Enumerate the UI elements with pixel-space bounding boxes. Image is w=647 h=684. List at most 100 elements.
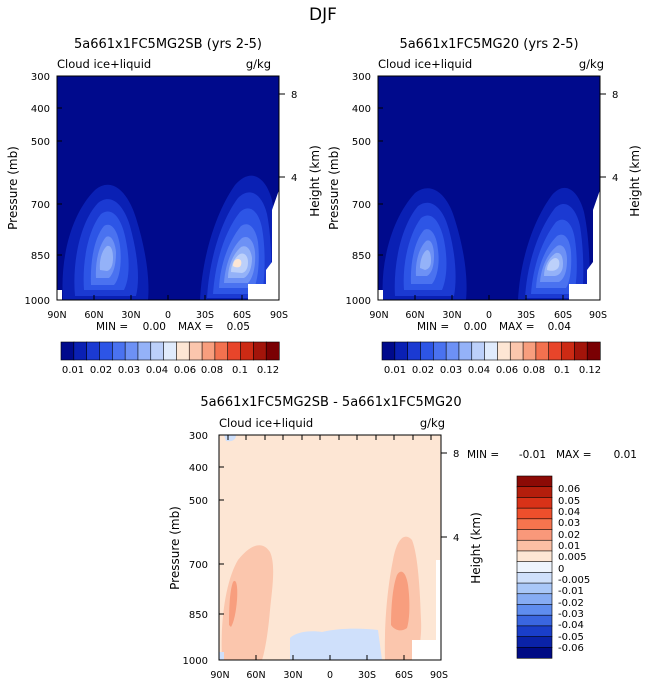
panel-3-height-tick: 4 [453,533,459,544]
colorbar-swatch [497,341,511,361]
colorbar-swatch [60,341,75,361]
panel-3-colorbar-label: -0.03 [558,609,584,620]
panel-1-x-tick: 90N [47,310,66,321]
figure-title: DJF [309,5,337,25]
panel-1-colorbar-label: 0.08 [201,365,223,376]
colorbar-swatch [163,341,178,361]
panel-3-field [219,435,441,660]
panel-1-colorbar-label: 0.1 [232,365,248,376]
panel-1-colorbar-label: 0.01 [62,365,84,376]
panel-2-y-tick-marks [378,75,383,256]
panel-2: 5a661x1FC5MG20 (yrs 2-5) Cloud ice+liqui… [327,37,642,376]
panel-1-north-edge-mask [57,290,62,300]
panel-1-right-tick-marks [279,93,285,178]
panel-3-colorbar-label: 0.005 [558,552,587,563]
colorbar-swatch [516,625,553,638]
panel-3-top-negative-spot [224,435,236,442]
panel-3-colorbar-label: 0.05 [558,496,580,507]
panel-2-southern-maximum [518,187,590,300]
panel-1-southern-maximum [200,175,279,300]
panel-3-x-tick: 30S [358,670,376,681]
colorbar-swatch [99,341,113,361]
panel-3-title: 5a661x1FC5MG2SB - 5a661x1FC5MG20 [200,395,461,410]
panel-2-x-tick: 90N [369,310,388,321]
panel-3-max-value: 0.01 [614,449,637,461]
colorbar-swatch [516,604,553,616]
panel-2-height-tick: 4 [612,173,618,184]
colorbar-swatch [253,341,267,361]
panel-1-y-tick: 850 [31,251,50,262]
panel-2-colorbar-label: 0.01 [384,365,406,376]
colorbar-swatch [432,341,447,361]
panel-3-y-tick: 400 [189,463,208,474]
panel-1-min-label: MIN = [96,321,128,333]
panel-1-x-tick: 30N [121,310,140,321]
colorbar-swatch [394,341,409,361]
panel-2-colorbar-label: 0.06 [496,365,518,376]
panel-1-colorbar-swatches [60,341,280,361]
colorbar-swatch [137,341,152,361]
colorbar-swatch [458,341,473,361]
colorbar-swatch [516,636,553,648]
panel-2-y-tick: 850 [352,251,371,262]
colorbar-swatch [471,341,486,361]
panel-2-colorbar-swatches [381,341,601,361]
panel-2-colorbar-label: 0.1 [554,365,570,376]
panel-1-topography-mask [248,190,279,300]
colorbar-swatch [150,341,165,361]
panel-1-colorbar-label: 0.03 [118,365,140,376]
panel-2-title: 5a661x1FC5MG20 (yrs 2-5) [399,37,578,52]
panel-2-colorbar-label: 0.08 [523,365,545,376]
panel-3-y-tick: 850 [189,610,208,621]
panel-3-northern-positive [221,545,274,660]
panel-2-x-tick-marks [414,295,564,300]
panel-1-units: g/kg [246,57,271,71]
colorbar-swatch [407,341,422,361]
panel-1-x-tick: 30S [196,310,214,321]
colorbar-swatch [509,341,524,361]
colorbar-swatch [574,341,588,361]
panel-2-colorbar-label: 0.02 [412,365,434,376]
panel-2-x-tick: 30S [517,310,535,321]
panel-2-y-tick: 300 [352,72,371,83]
colorbar-swatch [420,341,434,361]
colorbar-swatch [240,341,254,361]
panel-3-colorbar-label: 0.06 [558,484,580,495]
colorbar-swatch [484,341,499,361]
panel-3-x-tick: 90N [210,670,229,681]
colorbar-swatch [516,518,553,531]
panel-1-subtitle-left: Cloud ice+liquid [57,57,151,71]
panel-1-right-axis-label: Height (km) [308,145,322,216]
panel-3-colorbar-swatches [516,475,553,659]
panel-2-colorbar-label: 0.03 [440,365,462,376]
panel-3-y-tick-marks [219,434,224,615]
panel-3-y-tick: 500 [189,496,208,507]
panel-2-x-tick: 0 [486,310,492,321]
colorbar-swatch [124,341,139,361]
panel-3-colorbar: 0.06 0.05 0.04 0.03 0.02 0.01 0.005 0 -0… [516,475,590,659]
colorbar-swatch [445,341,460,361]
panel-1-title: 5a661x1FC5MG2SB (yrs 2-5) [74,37,262,52]
colorbar-swatch [516,646,553,659]
panel-3-tropical-negative [290,628,382,660]
panel-3-y-tick: 300 [189,431,208,442]
panel-3-x-tick-marks [227,435,432,660]
panel-3-min-value: -0.01 [519,449,546,461]
panel-2-max-value: 0.04 [548,321,572,333]
panel-1-y-tick: 1000 [25,296,50,307]
panel-2-right-tick-marks [600,93,606,178]
panel-3-x-tick: 60S [395,670,413,681]
panel-3-topography-mask [412,560,441,660]
panel-3-colorbar-label: 0.02 [558,530,580,541]
panel-1-y-tick: 700 [31,200,50,211]
panel-2-field [378,76,600,300]
panel-2-max-label: MAX = [499,321,535,333]
panel-2-min-value: 0.00 [464,321,487,333]
panel-1: 5a661x1FC5MG2SB (yrs 2-5) Cloud ice+liqu… [6,37,322,376]
panel-1-northern-maximum [62,184,149,300]
panel-3-colorbar-label: 0 [558,564,564,575]
colorbar-swatch [548,341,563,361]
panel-2-colorbar-label: 0.12 [579,365,601,376]
panel-1-colorbar-label: 0.12 [257,365,279,376]
